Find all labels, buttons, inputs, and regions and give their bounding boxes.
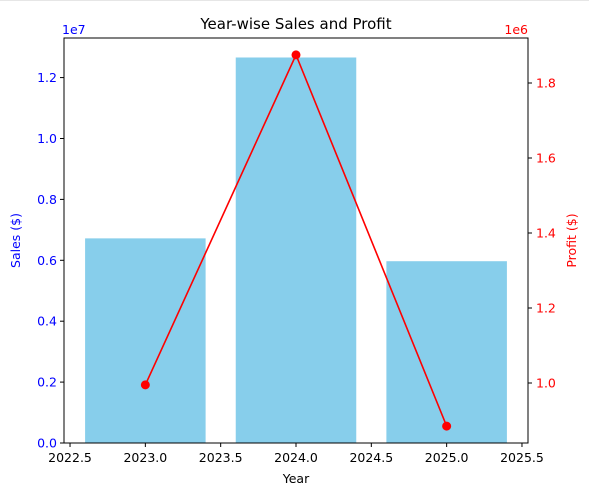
left-tick-label: 0.6 <box>37 253 57 268</box>
right-tick-label: 1.0 <box>536 376 556 391</box>
x-tick-label: 2023.5 <box>199 450 243 465</box>
right-tick-label: 1.6 <box>536 151 556 166</box>
left-tick-label: 0.2 <box>37 375 57 390</box>
right-tick-label: 1.2 <box>536 301 556 316</box>
x-tick-label: 2022.5 <box>48 450 92 465</box>
left-tick-label: 1.2 <box>37 70 57 85</box>
bar-2024 <box>235 57 357 444</box>
x-tick-label: 2024.5 <box>349 450 393 465</box>
left-tick-label: 0.0 <box>37 436 57 451</box>
left-axis-label: Sales ($) <box>8 213 23 268</box>
profit-point-2025 <box>442 421 452 431</box>
x-tick-label: 2025.0 <box>425 450 469 465</box>
bar-2023 <box>85 238 206 443</box>
top-border <box>0 0 589 1</box>
left-tick-label: 0.4 <box>37 314 57 329</box>
bar-2025 <box>386 261 507 443</box>
profit-point-2023 <box>140 380 150 390</box>
left-tick-label: 0.8 <box>37 192 57 207</box>
chart-title: Year-wise Sales and Profit <box>199 15 391 33</box>
right-offset-text: 1e6 <box>504 22 528 37</box>
left-offset-text: 1e7 <box>62 22 86 37</box>
right-tick-label: 1.4 <box>536 226 556 241</box>
left-tick-label: 1.0 <box>37 131 57 146</box>
x-tick-label: 2025.5 <box>500 450 544 465</box>
x-tick-label: 2024.0 <box>274 450 318 465</box>
profit-point-2024 <box>291 50 301 60</box>
x-tick-label: 2023.0 <box>123 450 167 465</box>
right-tick-label: 1.8 <box>536 76 556 91</box>
right-axis-label: Profit ($) <box>564 213 579 267</box>
x-axis-label: Year <box>282 471 310 486</box>
